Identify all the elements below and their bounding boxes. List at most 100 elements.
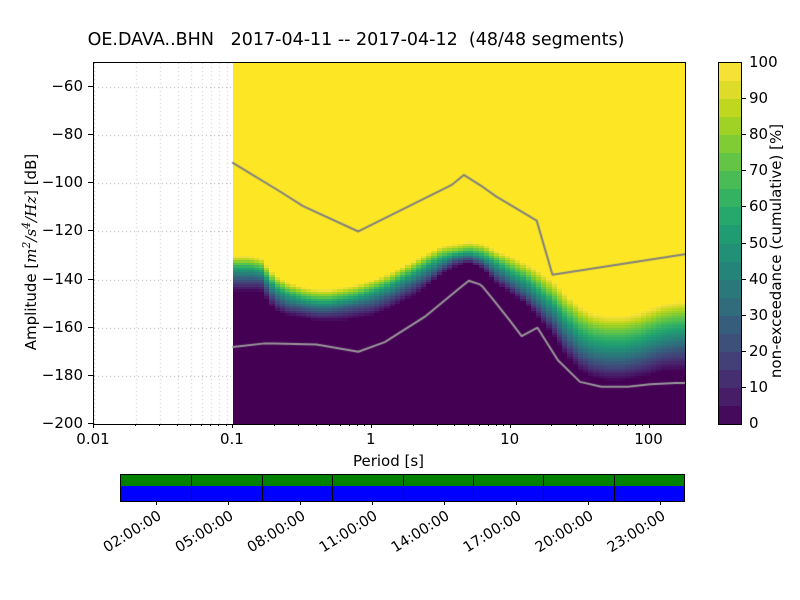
x-tick-minor	[357, 424, 359, 426]
y-tick	[88, 134, 93, 136]
timeline-tick	[587, 501, 589, 505]
colorbar-segment	[719, 297, 741, 316]
timeline-tick	[299, 501, 301, 505]
x-tick-label: 100	[634, 430, 663, 448]
colorbar-tick-label: 0	[749, 414, 759, 432]
x-tick-minor	[273, 424, 275, 426]
timeline-tick-label: 08:00:00	[244, 508, 309, 557]
timeline-tick-label: 23:00:00	[604, 508, 669, 557]
x-tick-minor	[134, 424, 136, 426]
colorbar-segment	[719, 152, 741, 172]
x-axis-label: Period [s]	[352, 452, 425, 470]
colorbar-segment	[719, 80, 741, 100]
x-tick-minor	[315, 424, 317, 426]
colorbar-segment	[719, 224, 741, 244]
colorbar-segment	[719, 351, 741, 370]
x-tick-label: 10	[500, 430, 520, 448]
y-axis-label: Amplitude [m2/s4/Hz] [dB]	[20, 153, 40, 351]
colorbar-tick-label: 20	[749, 341, 769, 360]
y-tick	[88, 278, 93, 280]
y-tick-label: −100	[41, 173, 83, 192]
y-tick-label: −120	[41, 221, 83, 240]
coverage-row-overall	[121, 475, 684, 486]
x-tick-minor	[437, 424, 439, 426]
colorbar-label: non-exceedance (cumulative) [%]	[767, 123, 785, 379]
x-tick-label: 1	[365, 430, 376, 448]
ppsd-axes	[93, 62, 686, 425]
timeline-tick	[515, 501, 517, 505]
x-tick-minor	[642, 424, 644, 426]
x-tick-major	[648, 424, 650, 428]
timeline-tick	[659, 501, 661, 505]
colorbar-tick	[741, 170, 746, 172]
timeline-tick-label: 20:00:00	[532, 508, 597, 557]
timeline-tick-label: 17:00:00	[460, 508, 525, 557]
timeline-tick	[155, 501, 157, 505]
colorbar-segment	[719, 188, 741, 208]
x-tick-minor	[488, 424, 490, 426]
y-tick	[88, 86, 93, 88]
colorbar-tick	[741, 134, 746, 136]
colorbar-segment	[719, 333, 741, 352]
x-tick-minor	[478, 424, 480, 426]
coverage-divider	[614, 475, 615, 501]
y-tick-label: −140	[41, 269, 83, 288]
colorbar-segment	[719, 206, 741, 226]
colorbar-segment	[719, 279, 741, 298]
colorbar-segment	[719, 369, 741, 388]
coverage-divider	[262, 475, 263, 501]
colorbar-segment	[719, 315, 741, 334]
colorbar	[718, 62, 742, 425]
colorbar-tick	[741, 206, 746, 208]
x-tick-minor	[412, 424, 414, 426]
colorbar-segment	[719, 405, 741, 424]
data-coverage-bar	[120, 474, 685, 502]
timeline-tick-label: 05:00:00	[172, 508, 237, 557]
colorbar-tick	[741, 242, 746, 244]
colorbar-gradient	[719, 63, 741, 424]
x-tick-label: 0.1	[219, 430, 244, 448]
coverage-divider	[403, 475, 404, 501]
colorbar-segment	[719, 116, 741, 136]
colorbar-tick-label: 30	[749, 305, 769, 324]
x-tick-minor	[454, 424, 456, 426]
colorbar-tick-label: 100	[749, 53, 778, 71]
y-tick	[88, 326, 93, 328]
colorbar-segment	[719, 170, 741, 190]
colorbar-segment	[719, 387, 741, 406]
x-tick-minor	[339, 424, 341, 426]
colorbar-segment	[719, 260, 741, 280]
y-tick-label: −200	[41, 414, 83, 432]
y-tick	[88, 374, 93, 376]
x-tick-minor	[328, 424, 330, 426]
y-tick-label: −60	[51, 77, 83, 96]
x-tick-minor	[467, 424, 469, 426]
timeline-tick-label: 11:00:00	[316, 508, 381, 557]
x-tick-major	[93, 424, 94, 428]
x-tick-minor	[176, 424, 178, 426]
x-tick-minor	[575, 424, 577, 426]
x-tick-major	[370, 424, 372, 428]
colorbar-tick-label: 40	[749, 269, 769, 288]
y-tick	[88, 182, 93, 184]
colorbar-tick	[741, 386, 746, 388]
colorbar-segment	[719, 63, 741, 82]
colorbar-tick-label: 90	[749, 89, 769, 108]
timeline-tick	[227, 501, 229, 505]
noise-model-lines	[94, 63, 685, 424]
x-tick-minor	[190, 424, 192, 426]
coverage-divider	[543, 475, 544, 501]
x-tick-minor	[635, 424, 637, 426]
x-tick-minor	[606, 424, 608, 426]
colorbar-tick	[741, 278, 746, 280]
x-tick-minor	[225, 424, 227, 426]
x-tick-minor	[364, 424, 366, 426]
colorbar-segment	[719, 242, 741, 262]
x-tick-minor	[551, 424, 553, 426]
y-tick	[88, 423, 93, 424]
colorbar-segment	[719, 134, 741, 154]
x-tick-minor	[617, 424, 619, 426]
x-tick-minor	[503, 424, 505, 426]
x-tick-minor	[496, 424, 498, 426]
